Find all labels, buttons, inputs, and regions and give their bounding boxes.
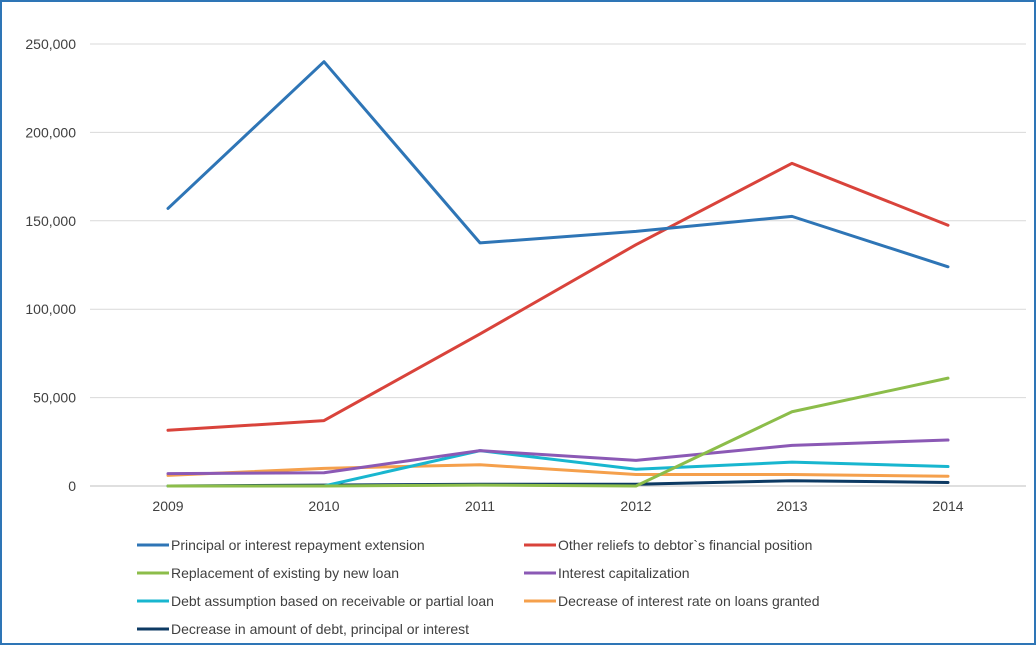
legend-label: Debt assumption based on receivable or p…: [171, 593, 494, 609]
y-tick-label: 250,000: [25, 36, 76, 52]
series-line: [166, 60, 950, 269]
legend-label: Decrease of interest rate on loans grant…: [558, 593, 820, 609]
legend-label: Interest capitalization: [558, 565, 690, 581]
legend-label: Decrease in amount of debt, principal or…: [171, 621, 469, 637]
y-axis-ticks: 0 50,000 100,000 150,000 200,000 250,000: [25, 36, 76, 494]
legend-label: Replacement of existing by new loan: [171, 565, 399, 581]
series-line: [166, 438, 950, 476]
x-tick-label: 2010: [308, 498, 339, 514]
x-tick-label: 2013: [776, 498, 807, 514]
legend: Principal or interest repayment extensio…: [137, 537, 820, 637]
x-tick-label: 2011: [465, 498, 495, 514]
series-line: [166, 376, 950, 488]
gridlines: [90, 43, 1026, 487]
series-line: [166, 161, 950, 432]
x-tick-label: 2012: [620, 498, 651, 514]
series-line: [166, 463, 950, 478]
legend-label: Other reliefs to debtor`s financial posi…: [558, 537, 812, 553]
y-tick-label: 150,000: [25, 213, 76, 229]
series-lines: [166, 60, 950, 488]
legend-label: Principal or interest repayment extensio…: [171, 537, 425, 553]
x-tick-label: 2014: [932, 498, 963, 514]
x-tick-label: 2009: [152, 498, 183, 514]
y-tick-label: 0: [68, 478, 76, 494]
y-tick-label: 50,000: [33, 390, 76, 406]
y-tick-label: 200,000: [25, 124, 76, 140]
y-tick-label: 100,000: [25, 301, 76, 317]
x-axis-ticks: 2009 2010 2011 2012 2013 2014: [152, 498, 963, 514]
